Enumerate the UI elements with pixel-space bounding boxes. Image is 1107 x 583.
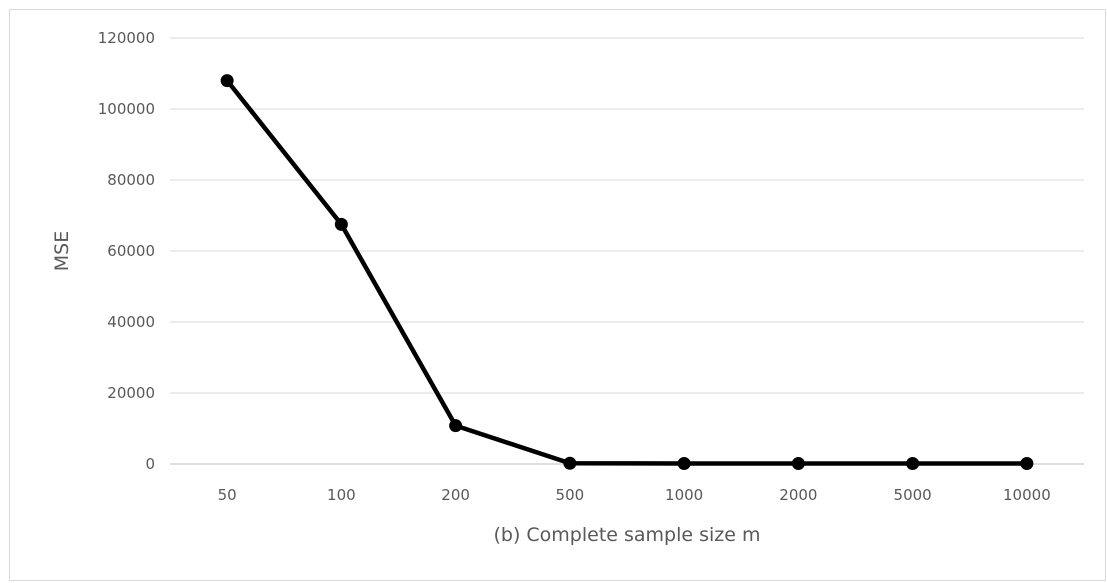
series-line [224, 78, 1030, 466]
y-tick-label: 60000 [107, 242, 155, 260]
x-axis-title: (b) Complete sample size m [493, 524, 760, 546]
series-mse [220, 74, 1034, 470]
y-tick-label: 100000 [98, 100, 155, 118]
data-point-1000 [677, 456, 691, 470]
data-point-100 [334, 217, 348, 231]
y-axis-tick-labels: 0 20000 40000 60000 80000 100000 120000 [98, 29, 155, 473]
y-tick-label: 20000 [107, 384, 155, 402]
x-tick-label: 50 [218, 486, 237, 504]
gridlines [170, 37, 1084, 465]
y-tick-label: 80000 [107, 171, 155, 189]
x-axis-tick-labels: 50 100 200 500 1000 2000 5000 10000 [218, 486, 1051, 504]
y-tick-label: 40000 [107, 313, 155, 331]
data-point-5000 [906, 456, 920, 470]
x-tick-label: 1000 [665, 486, 703, 504]
data-point-500 [563, 456, 577, 470]
chart-frame [9, 9, 1106, 581]
x-tick-label: 5000 [894, 486, 932, 504]
y-tick-label: 0 [145, 455, 155, 473]
x-tick-label: 2000 [779, 486, 817, 504]
data-point-200 [449, 419, 463, 433]
data-point-50 [220, 74, 234, 88]
y-tick-label: 120000 [98, 29, 155, 47]
x-tick-label: 500 [556, 486, 585, 504]
x-tick-label: 200 [441, 486, 470, 504]
x-tick-label: 100 [327, 486, 356, 504]
data-point-10000 [1020, 456, 1034, 470]
y-axis-title: MSE [51, 231, 73, 271]
data-point-2000 [791, 456, 805, 470]
x-tick-label: 10000 [1003, 486, 1051, 504]
